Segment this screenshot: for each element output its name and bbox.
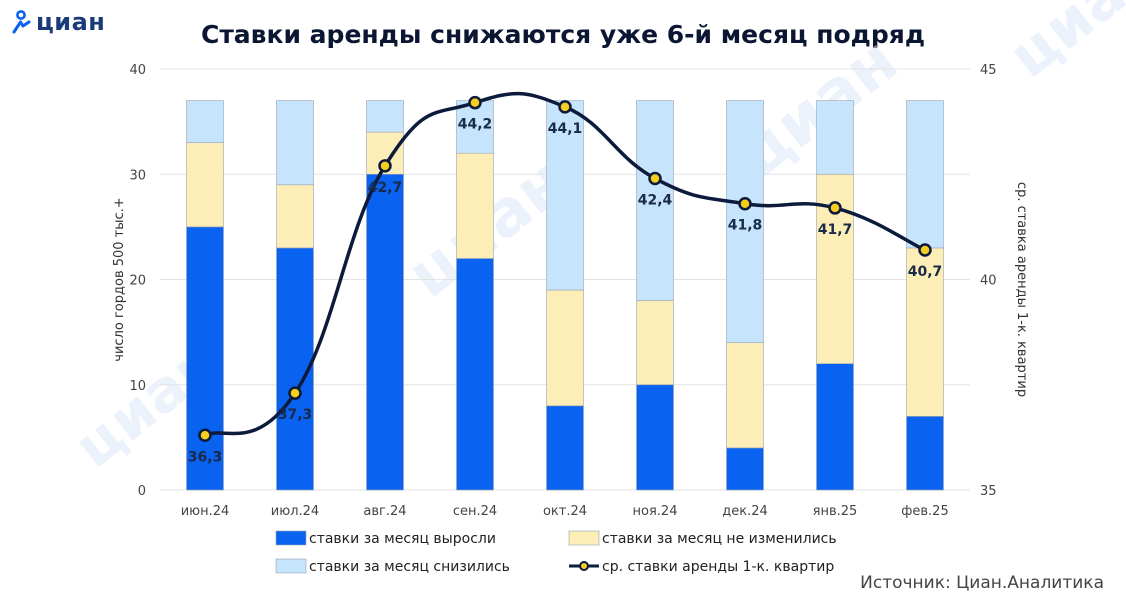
bar-declined bbox=[636, 100, 674, 301]
x-tick-label: ноя.24 bbox=[633, 504, 678, 519]
rent-point bbox=[288, 386, 302, 400]
bar-unchanged bbox=[276, 184, 314, 249]
x-tick-label: дек.24 bbox=[722, 504, 768, 519]
legend-label: ср. ставки аренды 1-к. квартир bbox=[602, 559, 834, 575]
bar-unchanged bbox=[186, 142, 224, 228]
x-tick-label: сен.24 bbox=[453, 504, 497, 519]
rent-point bbox=[648, 171, 662, 186]
source-note: Источник: Циан.Аналитика bbox=[860, 573, 1104, 593]
bar-declined bbox=[546, 100, 584, 291]
rent-data-label: 37,3 bbox=[278, 407, 313, 423]
rent-data-label: 42,4 bbox=[638, 192, 673, 208]
bar-unchanged bbox=[726, 342, 764, 449]
legend-swatch bbox=[568, 530, 600, 546]
x-tick-label: фев.25 bbox=[901, 504, 948, 519]
rent-point bbox=[378, 159, 392, 173]
bar-grew bbox=[366, 173, 404, 491]
legend-item[interactable]: ср. ставки аренды 1-к. квартир bbox=[569, 559, 834, 575]
rent-line: 36,3 37,3 42,7 44,2 44,1 42,4 41,8 41,7 40,7 bbox=[188, 91, 943, 465]
bars bbox=[186, 100, 944, 491]
y2-tick-label: 35 bbox=[980, 484, 997, 499]
bar-grew bbox=[456, 258, 494, 491]
legend-item[interactable]: ставки за месяц выросли bbox=[275, 530, 496, 547]
y2-tick-label: 40 bbox=[980, 274, 997, 289]
bar-declined bbox=[906, 100, 944, 249]
y-tick-label: 20 bbox=[129, 274, 146, 289]
rent-data-label: 44,2 bbox=[458, 117, 493, 133]
bar-grew bbox=[726, 447, 764, 491]
bar-declined bbox=[186, 100, 224, 143]
y-axis-title: число гордов 500 тыс.+ bbox=[112, 197, 127, 361]
axes: 0 10 20 30 40 35 40 45 июн.24 июл.24 авг.24 сен.24 о… bbox=[112, 63, 1029, 519]
y2-axis-title: ср. ставка аренды 1-к. квартир bbox=[1014, 182, 1029, 397]
rent-point bbox=[198, 428, 212, 443]
logo-text: циан bbox=[36, 8, 106, 36]
x-tick-label: авг.24 bbox=[363, 504, 406, 519]
bar-declined bbox=[276, 100, 314, 186]
legend-item[interactable]: ставки за месяц не изменились bbox=[568, 530, 837, 547]
y-tick-label: 0 bbox=[138, 484, 146, 499]
bar-unchanged bbox=[906, 247, 944, 417]
rent-data-label: 41,8 bbox=[728, 218, 763, 234]
bar-unchanged bbox=[636, 300, 674, 386]
bar-declined bbox=[726, 100, 764, 343]
x-tick-label: янв.25 bbox=[813, 504, 858, 519]
y-tick-label: 30 bbox=[129, 168, 146, 183]
y-tick-label: 40 bbox=[129, 63, 146, 78]
rent-data-label: 36,3 bbox=[188, 449, 223, 465]
legend-swatch bbox=[275, 558, 307, 574]
bar-grew bbox=[186, 226, 224, 491]
rent-data-label: 40,7 bbox=[908, 264, 943, 280]
watermark-text: циан bbox=[996, 0, 1126, 92]
bar-grew bbox=[636, 384, 674, 491]
legend-label: ставки за месяц не изменились bbox=[602, 531, 837, 547]
chart-title: Ставки аренды снижаются уже 6-й месяц по… bbox=[200, 20, 926, 49]
bar-declined bbox=[816, 100, 854, 175]
legend: ставки за месяц выросли ставки за месяц н… bbox=[275, 530, 837, 575]
rent-point bbox=[468, 95, 482, 110]
rent-point bbox=[918, 243, 932, 257]
x-tick-label: июн.24 bbox=[181, 504, 230, 519]
bar-grew bbox=[816, 363, 854, 491]
cian-logo[interactable]: циан bbox=[12, 8, 105, 36]
legend-swatch bbox=[275, 530, 307, 546]
rent-data-label: 42,7 bbox=[368, 180, 403, 196]
y2-tick-label: 45 bbox=[980, 63, 997, 78]
bar-unchanged bbox=[546, 289, 584, 407]
rent-line-path bbox=[203, 91, 927, 438]
legend-label: ставки за месяц снизились bbox=[309, 559, 510, 575]
rent-point bbox=[558, 100, 572, 114]
legend-label: ставки за месяц выросли bbox=[309, 531, 496, 547]
bar-grew bbox=[546, 405, 584, 491]
rent-data-label: 44,1 bbox=[548, 121, 583, 137]
y-tick-label: 10 bbox=[129, 379, 146, 394]
rent-point bbox=[828, 201, 842, 215]
bar-declined bbox=[366, 100, 404, 133]
x-tick-label: июл.24 bbox=[271, 504, 319, 519]
legend-marker-swatch bbox=[579, 561, 589, 571]
bar-grew bbox=[906, 416, 944, 491]
rent-data-label: 41,7 bbox=[818, 222, 853, 238]
x-tick-label: окт.24 bbox=[543, 504, 587, 519]
legend-item[interactable]: ставки за месяц снизились bbox=[275, 558, 510, 575]
cian-pin-icon bbox=[12, 10, 31, 34]
rent-point bbox=[738, 196, 752, 211]
bar-unchanged bbox=[456, 152, 494, 259]
